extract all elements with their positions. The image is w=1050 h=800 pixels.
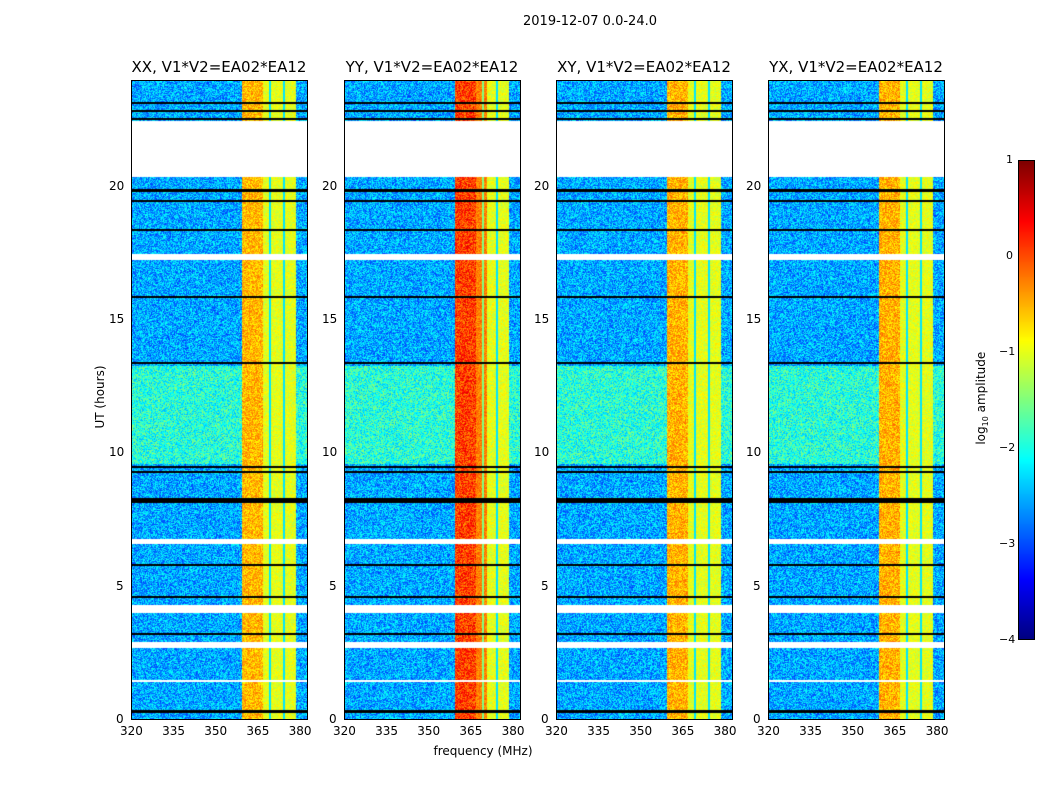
x-tick-label: 380 [713,724,737,738]
x-tick-label: 380 [925,724,949,738]
y-tick-label: 20 [746,178,762,193]
x-tick-label: 335 [799,724,823,738]
colorbar-tick-label: −2 [999,441,1016,454]
panel-title: XY, V1*V2=EA02*EA12 [557,58,731,76]
panel-title: XX, V1*V2=EA02*EA12 [131,58,307,76]
x-tick-label: 365 [883,724,907,738]
y-tick-label: 15 [322,312,338,326]
y-tick-label: 15 [534,312,550,326]
colorbar-tick-label: 0 [1006,249,1013,262]
y-tick-label: 20 [109,178,125,193]
x-tick-label: 320 [333,724,356,738]
x-tick-label: 350 [204,724,228,738]
y-tick-label: 20 [322,178,338,193]
colorbar-tick-label: −4 [999,633,1016,646]
x-tick-label: 320 [757,724,780,738]
panel-title: YX, V1*V2=EA02*EA12 [769,58,943,76]
x-tick-label: 380 [501,724,525,738]
waterfall-panel-yx [768,80,945,720]
x-tick-label: 365 [459,724,483,738]
y-tick-label: 15 [746,312,762,326]
waterfall-panel-xy [556,80,733,720]
panel-title: YY, V1*V2=EA02*EA12 [345,58,519,76]
x-tick-label: 335 [162,724,186,738]
x-tick-label: 335 [587,724,611,738]
y-tick-label: 0 [753,712,761,726]
y-tick-label: 5 [116,578,124,593]
y-tick-label: 10 [109,445,125,460]
x-tick-label: 365 [671,724,695,738]
colorbar-tick-label: −1 [999,345,1016,358]
x-tick-label: 335 [375,724,399,738]
x-tick-label: 350 [417,724,441,738]
heatmap-image [345,81,520,719]
y-tick-label: 10 [322,445,338,460]
y-axis-label: UT (hours) [93,365,107,429]
heatmap-image [132,81,307,719]
y-tick-label: 20 [534,178,550,193]
x-tick-label: 350 [841,724,865,738]
x-tick-label: 320 [545,724,568,738]
y-tick-label: 5 [329,578,337,593]
y-tick-label: 10 [746,445,762,460]
heatmap-image [557,81,732,719]
colorbar-tick-label: 1 [1006,153,1013,166]
colorbar [1018,160,1035,640]
y-tick-label: 0 [541,712,549,726]
y-tick-label: 5 [753,578,761,593]
waterfall-panel-xx [131,80,308,720]
waterfall-panel-yy [344,80,521,720]
y-tick-label: 10 [534,445,550,460]
x-tick-label: 320 [120,724,143,738]
heatmap-image [769,81,944,719]
y-tick-label: 0 [116,712,124,726]
colorbar-tick-label: −3 [999,537,1016,550]
y-tick-label: 5 [541,578,549,593]
colorbar-label: log10 amplitude [973,351,991,445]
x-tick-label: 350 [629,724,653,738]
figure-title: 2019-12-07 0.0-24.0 [523,14,657,29]
x-tick-label: 380 [288,724,312,738]
y-tick-label: 0 [329,712,337,726]
y-tick-label: 15 [109,312,125,326]
x-tick-label: 365 [246,724,270,738]
x-axis-label: frequency (MHz) [433,744,533,758]
